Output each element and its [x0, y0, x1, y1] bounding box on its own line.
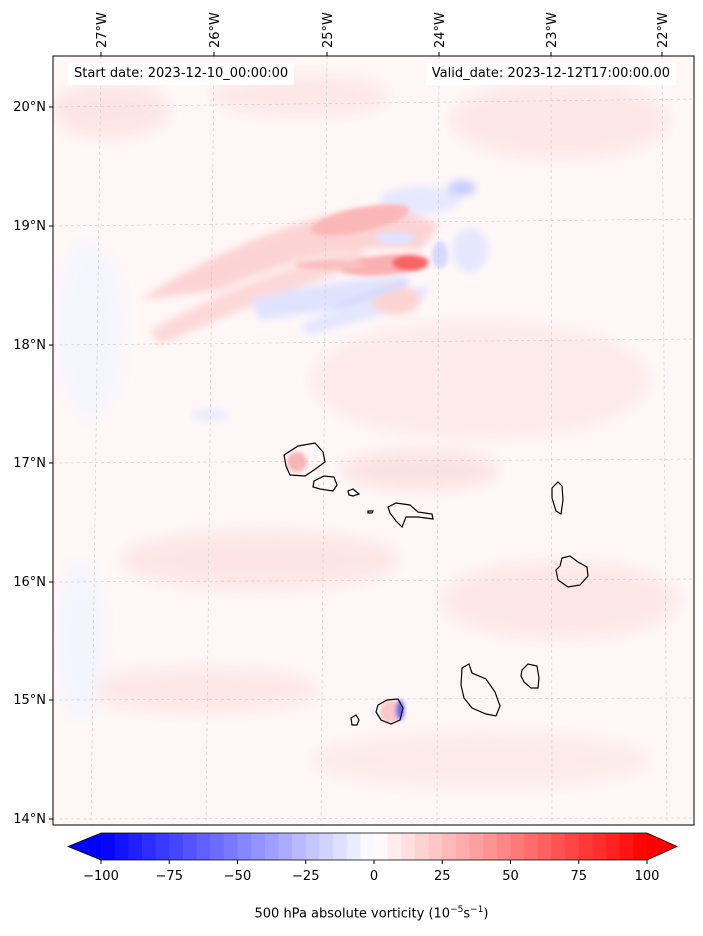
colorbar-swatch: [169, 833, 184, 860]
island-raso: [367, 510, 374, 514]
colorbar-swatch: [483, 833, 498, 860]
colorbar-swatch: [346, 833, 361, 860]
start-date-label: Start date:: [74, 66, 144, 81]
island-sao-vicente: [312, 475, 338, 492]
colorbar-swatch: [401, 833, 416, 860]
colorbar-tick-label: 100: [635, 869, 660, 884]
colorbar-swatch: [469, 833, 484, 860]
valid-date-value: 2023-12-12T17:00:00.00: [507, 66, 670, 81]
colorbar-swatch: [619, 833, 634, 860]
colorbar-swatch: [524, 833, 539, 860]
island-maio: [520, 663, 540, 689]
colorbar-swatch: [141, 833, 157, 860]
colorbar-swatch: [114, 833, 129, 860]
colorbar-swatches: [101, 833, 648, 860]
lat-label-19n: 19°N: [13, 219, 46, 234]
colorbar-swatch: [606, 833, 621, 860]
colorbar-swatch: [510, 833, 525, 860]
colorbar-swatch: [101, 833, 116, 860]
island-fogo: [375, 698, 404, 725]
colorbar-swatch: [237, 833, 252, 860]
colorbar-swatch: [360, 833, 375, 860]
lat-label-14n: 14°N: [13, 812, 46, 827]
colorbar-swatch: [414, 833, 430, 860]
colorbar-swatch: [182, 833, 198, 860]
colorbar-swatch: [592, 833, 607, 860]
colorbar-swatch: [565, 833, 580, 860]
graticule: [52, 55, 695, 826]
colorbar-swatch: [223, 833, 239, 860]
start-date-box: Start date: 2023-12-10_00:00:00: [68, 63, 295, 85]
colorbar-swatch: [210, 833, 225, 860]
colorbar-tick-label: 75: [570, 869, 587, 884]
colorbar: −100 −75 −50 −25 0 25 50 75 100: [66, 832, 678, 884]
colorbar-tick-label: −25: [292, 869, 319, 884]
colorbar-tick-label: 0: [370, 869, 378, 884]
colorbar-swatch: [278, 833, 293, 860]
colorbar-swatch: [551, 833, 566, 860]
colorbar-extend-min: [68, 833, 101, 860]
colorbar-tick-label: 25: [434, 869, 451, 884]
lat-label-15n: 15°N: [13, 693, 46, 708]
lat-label-18n: 18°N: [13, 338, 46, 353]
colorbar-swatch: [578, 833, 593, 860]
colorbar-tick-label: 50: [502, 869, 519, 884]
colorbar-swatch: [374, 833, 389, 860]
colorbar-title: 500 hPa absolute vorticity (10−5s−1): [254, 905, 489, 922]
colorbar-swatch: [251, 833, 266, 860]
lon-label-24w: 24°W: [433, 12, 448, 48]
colorbar-swatch: [292, 833, 307, 860]
colorbar-swatch: [537, 833, 553, 860]
start-date-value: 2023-12-10_00:00:00: [147, 66, 289, 81]
latitude-labels: 20°N 19°N 18°N 17°N 16°N 15°N 14°N: [13, 100, 46, 827]
colorbar-swatch: [633, 833, 648, 860]
island-brava: [350, 714, 360, 726]
colorbar-swatch: [496, 833, 512, 860]
colorbar-swatch: [387, 833, 402, 860]
lon-label-25w: 25°W: [321, 12, 336, 48]
colorbar-swatch: [196, 833, 211, 860]
island-sal: [551, 481, 564, 515]
colorbar-ticks: −100 −75 −50 −25 0 25 50 75 100: [83, 860, 659, 884]
longitude-tick-marks: [100, 52, 663, 56]
island-sao-nicolau: [387, 502, 434, 529]
map-panel: 27°W 26°W 25°W 24°W 23°W 22°W 20°N 19°N …: [13, 12, 695, 827]
lat-label-16n: 16°N: [13, 575, 46, 590]
latitude-tick-marks: [49, 106, 53, 820]
longitude-labels: 27°W 26°W 25°W 24°W 23°W 22°W: [95, 12, 671, 48]
colorbar-extend-max: [647, 833, 677, 860]
colorbar-swatch: [428, 833, 443, 860]
island-coastlines: [283, 442, 589, 726]
lat-label-17n: 17°N: [13, 456, 46, 471]
colorbar-swatch: [333, 833, 348, 860]
island-santo-antao: [283, 442, 326, 477]
lon-label-27w: 27°W: [95, 12, 110, 48]
valid-date-box: Valid_date: 2023-12-12T17:00:00.00: [425, 63, 676, 85]
island-santa-luzia: [347, 488, 361, 497]
valid-date-label: Valid_date:: [431, 66, 504, 81]
lon-label-22w: 22°W: [656, 12, 671, 48]
lon-label-23w: 23°W: [545, 12, 560, 48]
colorbar-tick-label: −75: [156, 869, 183, 884]
colorbar-tick-label: −50: [224, 869, 251, 884]
lon-label-26w: 26°W: [208, 12, 223, 48]
lat-label-20n: 20°N: [13, 100, 46, 115]
colorbar-swatch: [128, 833, 143, 860]
map-frame: [52, 55, 695, 826]
island-boa-vista: [555, 555, 589, 588]
colorbar-swatch: [319, 833, 334, 860]
colorbar-swatch: [155, 833, 170, 860]
colorbar-tick-label: −100: [83, 869, 119, 884]
colorbar-swatch: [264, 833, 280, 860]
colorbar-swatch: [455, 833, 471, 860]
island-santiago: [460, 663, 501, 717]
colorbar-swatch: [442, 833, 457, 860]
colorbar-swatch: [305, 833, 320, 860]
